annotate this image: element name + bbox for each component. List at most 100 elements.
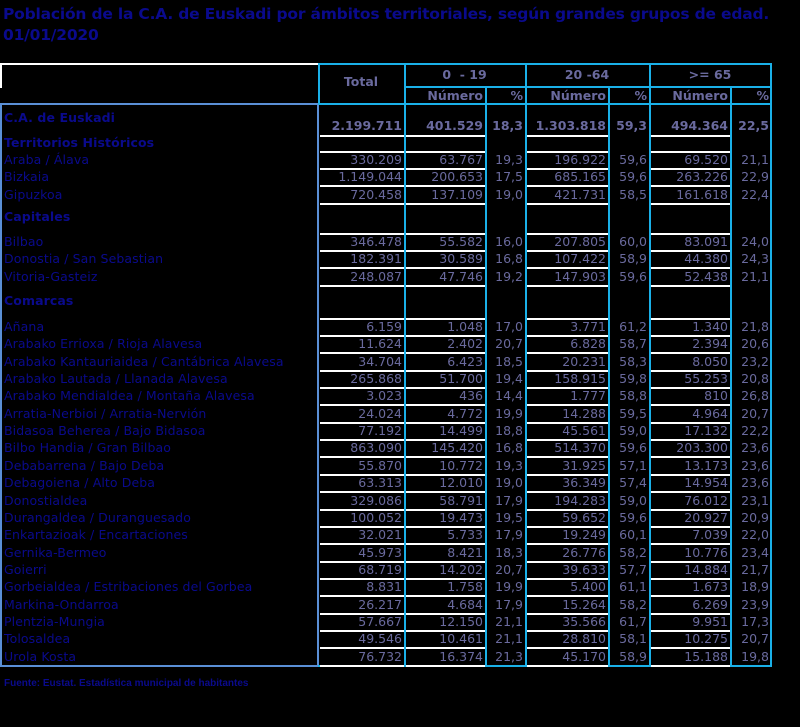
header-numero-0-19: Número bbox=[427, 88, 483, 103]
row-separator bbox=[406, 647, 485, 650]
cell-n20-64: 158.915 bbox=[554, 371, 606, 387]
cell-total: 45.973 bbox=[358, 544, 402, 560]
row-separator bbox=[527, 439, 608, 442]
cell-total: 720.458 bbox=[350, 186, 402, 202]
row-separator bbox=[406, 185, 485, 188]
cell-n65: 494.364 bbox=[671, 118, 728, 133]
row-separator bbox=[527, 335, 608, 337]
cell-p0-19: 19,2 bbox=[495, 268, 523, 284]
cell-total: 182.391 bbox=[350, 251, 402, 267]
cell-n65: 6.269 bbox=[692, 596, 728, 612]
cell-p65: 22,9 bbox=[741, 169, 769, 185]
row-separator bbox=[527, 352, 608, 355]
row-label: Arabako Mendialdea / Montaña Alavesa bbox=[4, 388, 255, 404]
row-separator bbox=[527, 473, 608, 476]
row-separator bbox=[527, 595, 608, 598]
row-separator bbox=[406, 369, 485, 372]
row-separator bbox=[527, 491, 608, 494]
row-separator bbox=[651, 151, 730, 153]
cell-n0-19: 10.461 bbox=[439, 631, 483, 647]
cell-p65: 20,7 bbox=[741, 631, 769, 647]
row-separator bbox=[527, 629, 608, 632]
row-separator bbox=[527, 664, 608, 667]
row-separator bbox=[651, 284, 730, 287]
row-separator bbox=[651, 352, 730, 355]
row-separator bbox=[320, 508, 404, 511]
row-label: Tolosaldea bbox=[4, 631, 71, 647]
row-separator bbox=[406, 421, 485, 424]
body-left-border bbox=[0, 103, 2, 667]
cell-p20-64: 58,8 bbox=[619, 388, 647, 404]
row-separator bbox=[320, 595, 404, 598]
row-separator bbox=[320, 267, 404, 270]
cell-n20-64: 147.903 bbox=[554, 268, 606, 284]
cell-n0-19: 4.684 bbox=[447, 596, 483, 612]
cell-n0-19: 51.700 bbox=[439, 371, 483, 387]
row-separator bbox=[320, 456, 404, 459]
cell-p65: 22,5 bbox=[738, 118, 769, 133]
cell-total: 329.086 bbox=[350, 492, 402, 508]
cell-p0-19: 19,0 bbox=[495, 475, 523, 491]
row-label: Gernika-Bermeo bbox=[4, 544, 107, 560]
row-separator bbox=[651, 595, 730, 598]
cell-p0-19: 18,3 bbox=[495, 544, 523, 560]
section-heading: Comarcas bbox=[4, 293, 74, 308]
row-separator bbox=[651, 369, 730, 372]
cell-total: 346.478 bbox=[350, 234, 402, 249]
row-separator bbox=[320, 369, 404, 372]
cell-n65: 10.776 bbox=[684, 544, 728, 560]
header-group-20-64: 20 -64 bbox=[564, 67, 610, 82]
cell-n65: 44.380 bbox=[684, 251, 728, 267]
row-separator bbox=[406, 439, 485, 442]
cell-n20-64: 35.566 bbox=[562, 613, 606, 629]
cell-total: 100.052 bbox=[350, 509, 402, 525]
row-separator bbox=[320, 202, 404, 205]
cell-n0-19: 12.150 bbox=[439, 613, 483, 629]
cell-n20-64: 28.810 bbox=[562, 631, 606, 647]
cell-p20-64: 58,9 bbox=[619, 648, 647, 664]
cell-n20-64: 45.561 bbox=[562, 423, 606, 439]
cell-n20-64: 59.652 bbox=[562, 509, 606, 525]
cell-p0-19: 18,5 bbox=[495, 353, 523, 369]
row-separator bbox=[406, 404, 485, 407]
cell-n0-19: 436 bbox=[459, 388, 483, 404]
row-separator bbox=[406, 387, 485, 390]
row-label: Goierri bbox=[4, 561, 47, 577]
column-border bbox=[730, 87, 732, 667]
cell-total: 3.023 bbox=[366, 388, 402, 404]
cell-p65: 18,9 bbox=[741, 579, 769, 595]
cell-p20-64: 58,1 bbox=[619, 631, 647, 647]
cell-p65: 23,2 bbox=[741, 353, 769, 369]
cell-p65: 21,7 bbox=[741, 561, 769, 577]
row-separator bbox=[320, 577, 404, 580]
cell-p20-64: 59,6 bbox=[619, 152, 647, 167]
row-separator bbox=[406, 629, 485, 632]
row-separator bbox=[651, 135, 730, 137]
cell-n0-19: 137.109 bbox=[431, 186, 483, 202]
total-header-left-border bbox=[318, 63, 320, 105]
cell-n65: 55.253 bbox=[684, 371, 728, 387]
cell-p65: 21,1 bbox=[741, 268, 769, 284]
total-row-label: C.A. de Euskadi bbox=[4, 110, 116, 125]
row-separator bbox=[320, 250, 404, 252]
row-separator bbox=[320, 647, 404, 650]
column-border bbox=[608, 87, 610, 667]
cell-n20-64: 20.231 bbox=[562, 353, 606, 369]
cell-p0-19: 17,5 bbox=[495, 169, 523, 185]
header-numero-65: Número bbox=[672, 88, 728, 103]
cell-p20-64: 59,8 bbox=[619, 371, 647, 387]
row-separator bbox=[527, 577, 608, 580]
cell-n0-19: 14.499 bbox=[439, 423, 483, 439]
row-separator bbox=[527, 612, 608, 615]
cell-p65: 23,6 bbox=[741, 475, 769, 491]
cell-n0-19: 8.421 bbox=[447, 544, 483, 560]
cell-n20-64: 5.400 bbox=[570, 579, 606, 595]
cell-p0-19: 16,0 bbox=[495, 234, 523, 249]
cell-p65: 19,8 bbox=[741, 648, 769, 664]
row-separator bbox=[651, 318, 730, 320]
cell-total: 57.667 bbox=[358, 613, 402, 629]
row-separator bbox=[651, 168, 730, 170]
row-separator bbox=[406, 543, 485, 546]
cell-n65: 203.300 bbox=[676, 440, 728, 456]
row-separator bbox=[406, 233, 485, 235]
